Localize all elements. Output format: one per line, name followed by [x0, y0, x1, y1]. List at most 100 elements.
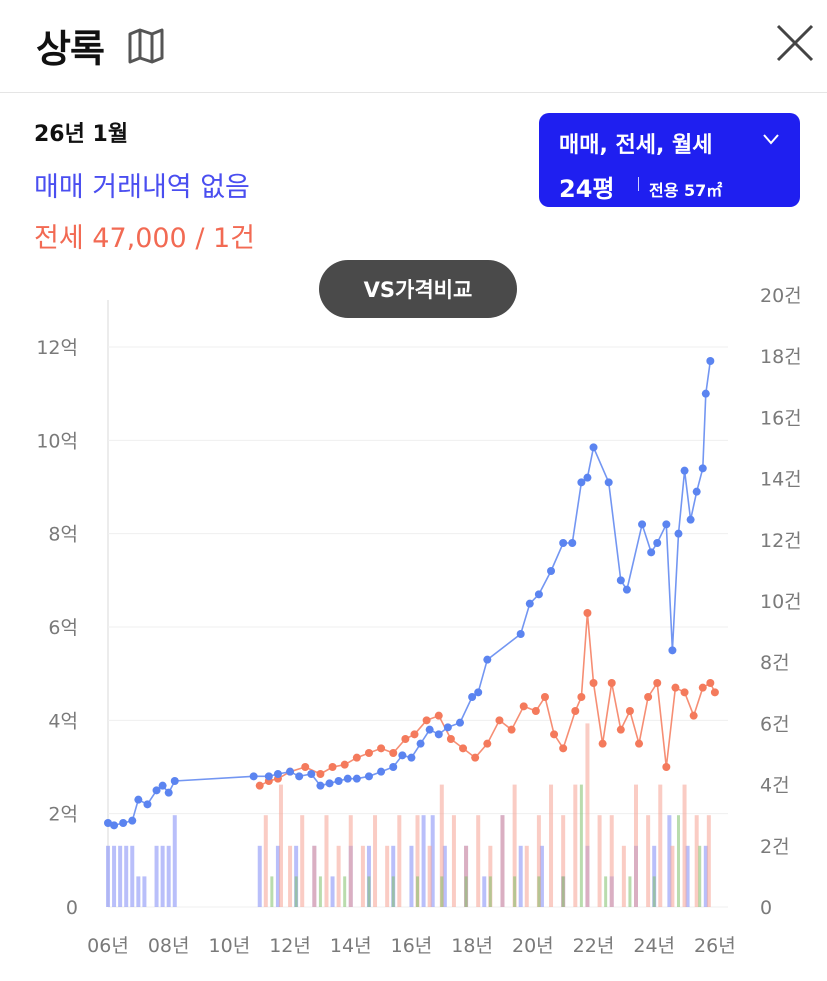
lease-volume-bar: [524, 845, 529, 907]
lease-volume-bar: [439, 784, 444, 907]
sale-price-point: [164, 788, 173, 797]
sale-price-point: [364, 772, 373, 781]
y-right-tick-label: 14건: [760, 469, 802, 491]
sale-price-point: [577, 478, 586, 487]
lease-volume-bar: [476, 815, 481, 907]
sale-price-point: [170, 777, 179, 785]
x-tick-label: 06년: [87, 935, 129, 957]
sale-price-point: [653, 539, 662, 547]
sale-price-point: [295, 772, 304, 781]
lease-price-point: [710, 688, 719, 697]
sale-volume-bar: [421, 815, 426, 907]
rent-volume-bar: [464, 876, 468, 907]
rent-volume-bar: [391, 876, 395, 907]
rent-volume-bar: [628, 876, 632, 907]
sale-volume-bar: [667, 815, 672, 907]
sale-volume-bar: [166, 845, 171, 907]
sale-price-point: [516, 630, 525, 638]
lease-price-point: [635, 739, 644, 748]
sale-price-point: [307, 770, 316, 778]
lease-price-point: [616, 725, 625, 734]
sale-price-point: [568, 539, 577, 547]
lease-volume-bar: [634, 784, 638, 907]
sale-price-point: [407, 753, 416, 762]
sale-volume-bar: [172, 815, 177, 907]
lease-price-point: [706, 679, 715, 687]
header: 상록: [0, 0, 827, 93]
lease-price-point: [352, 753, 361, 762]
y-right-tick-label: 0: [760, 897, 772, 919]
sale-volume-bar: [430, 815, 435, 907]
close-icon[interactable]: [772, 20, 818, 66]
lease-volume-bar: [512, 784, 517, 907]
lease-volume-bar: [549, 784, 554, 907]
lease-price-point: [577, 693, 586, 701]
lease-price-point: [571, 707, 580, 715]
sale-price-point: [343, 774, 352, 783]
sale-volume-bar: [136, 876, 141, 907]
lease-price-point: [401, 735, 410, 743]
sale-price-point: [316, 781, 325, 790]
sale-price-point: [559, 539, 568, 547]
rent-volume-bar: [343, 876, 347, 907]
lease-volume-bar: [561, 815, 566, 907]
lease-volume-bar: [682, 784, 687, 907]
sale-price-point: [701, 389, 710, 398]
deal-type-filter-button[interactable]: 매매, 전세, 월세 24평 전용 57㎡: [539, 113, 800, 207]
sale-price-point: [534, 590, 543, 599]
x-tick-label: 14년: [330, 935, 372, 957]
sale-price-point: [456, 718, 464, 727]
sale-price-point: [134, 795, 143, 804]
y-left-tick-label: 10억: [36, 430, 78, 452]
rent-volume-bar: [367, 876, 371, 907]
lease-volume-bar: [706, 815, 711, 907]
lease-price-point: [422, 716, 431, 725]
sale-volume-bar: [685, 845, 690, 907]
lease-price-point: [680, 688, 689, 697]
x-tick-label: 18년: [451, 935, 493, 957]
lease-volume-bar: [263, 815, 268, 907]
rent-volume-bar: [294, 876, 298, 907]
chevron-down-icon: [763, 134, 779, 145]
filter-divider: [638, 177, 639, 191]
sale-price-point: [377, 767, 386, 776]
rent-volume-bar: [537, 876, 541, 907]
sale-price-point: [706, 357, 715, 365]
x-tick-label: 26년: [694, 935, 736, 957]
map-icon[interactable]: [126, 28, 166, 64]
sale-price-point: [352, 774, 361, 783]
sale-price-point: [680, 466, 689, 475]
sale-price-point: [525, 599, 534, 608]
rent-volume-bar: [604, 876, 608, 907]
lease-volume-bar: [336, 845, 341, 907]
lease-volume-bar: [451, 815, 456, 907]
page-title: 상록: [36, 27, 105, 71]
rent-volume-bar: [270, 876, 274, 907]
lease-price-point: [389, 749, 398, 757]
sale-price-point: [389, 763, 398, 771]
lease-volume-bar: [609, 815, 614, 907]
lease-volume-bar: [646, 815, 651, 907]
y-left-tick-label: 12억: [36, 337, 78, 359]
y-right-tick-label: 16건: [760, 407, 802, 429]
rent-volume-bar: [513, 876, 517, 907]
sale-price-point: [416, 739, 425, 748]
sale-price-point: [662, 520, 671, 529]
sale-price-point: [286, 767, 295, 776]
sale-price-point: [128, 816, 137, 825]
lease-volume-bar: [585, 723, 590, 907]
sale-price-point: [474, 688, 483, 697]
y-right-tick-label: 2건: [760, 836, 790, 858]
lease-price-point: [377, 744, 386, 753]
y-right-tick-label: 6건: [760, 713, 790, 735]
lease-price-point: [410, 730, 419, 739]
lease-price-point: [589, 679, 598, 687]
sale-price-point: [110, 821, 119, 830]
y-left-tick-label: 0: [66, 897, 78, 919]
rent-volume-bar: [652, 876, 656, 907]
sale-volume-bar: [142, 876, 147, 907]
y-right-tick-label: 18건: [760, 346, 802, 368]
sale-price-point: [264, 772, 273, 781]
vs-compare-button[interactable]: VS가격비교: [319, 260, 517, 318]
lease-volume-bar: [621, 845, 626, 907]
